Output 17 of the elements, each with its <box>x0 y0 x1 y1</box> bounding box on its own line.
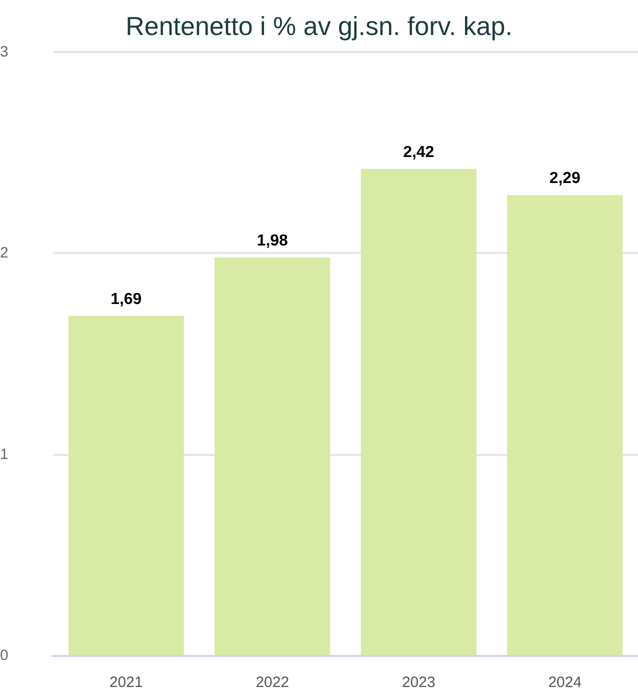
data-label: 1,98 <box>256 232 288 250</box>
data-label: 2,29 <box>549 170 581 188</box>
y-tick-label: 0 <box>0 647 8 664</box>
bar <box>214 257 330 655</box>
chart-title: Rentenetto i % av gj.sn. forv. kap. <box>126 10 512 41</box>
data-label: 1,69 <box>110 290 142 308</box>
x-tick-label: 2024 <box>548 674 582 691</box>
x-tick-label: 2021 <box>109 674 143 691</box>
y-tick-label: 1 <box>0 446 8 463</box>
y-tick-label: 3 <box>0 43 8 60</box>
bar <box>68 316 184 655</box>
data-label: 2,42 <box>403 144 434 161</box>
bar <box>360 168 476 655</box>
y-tick-label: 2 <box>0 244 8 262</box>
x-tick-label: 2023 <box>402 674 436 691</box>
bar <box>507 195 623 655</box>
x-tick-label: 2022 <box>256 674 290 691</box>
